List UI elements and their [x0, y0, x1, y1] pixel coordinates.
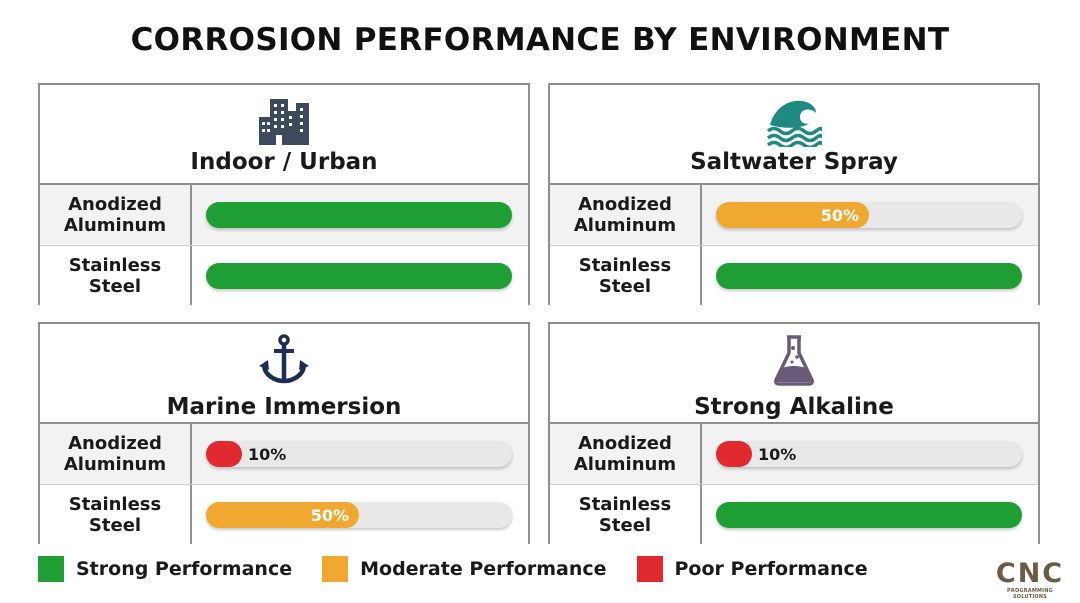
bar-track	[716, 502, 1022, 528]
legend-item-strong: Strong Performance	[38, 556, 292, 582]
bar-row-anodized-aluminum: Anodized Aluminum 10%	[40, 424, 528, 484]
bar-fill-moderate	[206, 502, 359, 528]
bar-track: 10%	[716, 441, 1022, 467]
panel-title: Strong Alkaline	[694, 394, 894, 420]
legend-label: Strong Performance	[76, 558, 293, 580]
bar-category-label: Stainless Steel	[40, 246, 192, 305]
page-title: CORROSION PERFORMANCE BY ENVIRONMENT	[130, 22, 950, 58]
bar-value-label: 50%	[820, 205, 859, 225]
legend: Strong Performance Moderate Performance Po…	[38, 556, 898, 582]
bar-row-anodized-aluminum: Anodized Aluminum	[40, 185, 528, 245]
legend-swatch	[38, 556, 64, 582]
bar-fill-poor	[716, 441, 752, 467]
bar-row-anodized-aluminum: Anodized Aluminum 50%	[550, 185, 1038, 245]
bar-row-anodized-aluminum: Anodized Aluminum 10%	[550, 424, 1038, 484]
bar-fill-strong	[206, 263, 512, 289]
bar-row-stainless-steel: Stainless Steel	[550, 484, 1038, 544]
wave-icon	[766, 95, 822, 147]
bar-track	[206, 263, 512, 289]
panel-strong-alkaline: Strong Alkaline Anodized Aluminum 10% Stain…	[548, 322, 1040, 544]
bar-category-label: Stainless Steel	[40, 485, 192, 544]
panel-header: Strong Alkaline	[550, 324, 1038, 424]
panel-indoor-urban: Indoor / Urban Anodized Aluminum Stainless…	[38, 83, 530, 305]
bar-track: 50%	[716, 202, 1022, 228]
bar-category-label: Stainless Steel	[550, 485, 702, 544]
panel-header: Saltwater Spray	[550, 85, 1038, 185]
bar-category-label: Anodized Aluminum	[40, 424, 192, 484]
bar-fill-strong	[716, 502, 1022, 528]
bar-value-label: 50%	[310, 505, 349, 525]
bar-fill-strong	[716, 263, 1022, 289]
panel-title: Indoor / Urban	[190, 149, 378, 175]
legend-item-moderate: Moderate Performance	[322, 556, 607, 582]
legend-label: Poor Performance	[674, 558, 868, 580]
city-buildings-icon	[256, 95, 312, 147]
logo-subtext: PROGRAMMING SOLUTIONS	[1007, 588, 1053, 600]
legend-label: Moderate Performance	[360, 558, 607, 580]
bar-row-stainless-steel: Stainless Steel	[40, 245, 528, 305]
flask-icon	[766, 334, 822, 386]
anchor-icon	[256, 334, 312, 386]
panel-header: Indoor / Urban	[40, 85, 528, 185]
bar-category-label: Anodized Aluminum	[40, 185, 192, 245]
bar-track	[716, 263, 1022, 289]
bar-category-label: Stainless Steel	[550, 246, 702, 305]
bar-fill-poor	[206, 441, 242, 467]
bar-value-label: 10%	[248, 444, 287, 464]
bar-category-label: Anodized Aluminum	[550, 185, 702, 245]
bar-row-stainless-steel: Stainless Steel 50%	[40, 484, 528, 544]
logo: CNC PROGRAMMING SOLUTIONS	[990, 558, 1070, 601]
bar-value-label: 10%	[758, 444, 797, 464]
bar-track: 10%	[206, 441, 512, 467]
bar-track: 50%	[206, 502, 512, 528]
panel-header: Marine Immersion	[40, 324, 528, 424]
bar-track	[206, 202, 512, 228]
legend-swatch	[636, 556, 663, 582]
panel-title: Marine Immersion	[166, 394, 402, 420]
panel-saltwater-spray: Saltwater Spray Anodized Aluminum 50% Stain…	[548, 83, 1040, 305]
bar-fill-strong	[206, 202, 512, 228]
legend-item-poor: Poor Performance	[636, 556, 868, 582]
panel-marine-immersion: Marine Immersion Anodized Aluminum 10% Stai…	[38, 322, 530, 544]
bar-category-label: Anodized Aluminum	[550, 424, 702, 484]
legend-swatch	[322, 556, 349, 582]
logo-text: CNC	[995, 558, 1065, 589]
bar-row-stainless-steel: Stainless Steel	[550, 245, 1038, 305]
panel-title: Saltwater Spray	[690, 149, 898, 175]
bar-fill-moderate	[716, 202, 869, 228]
